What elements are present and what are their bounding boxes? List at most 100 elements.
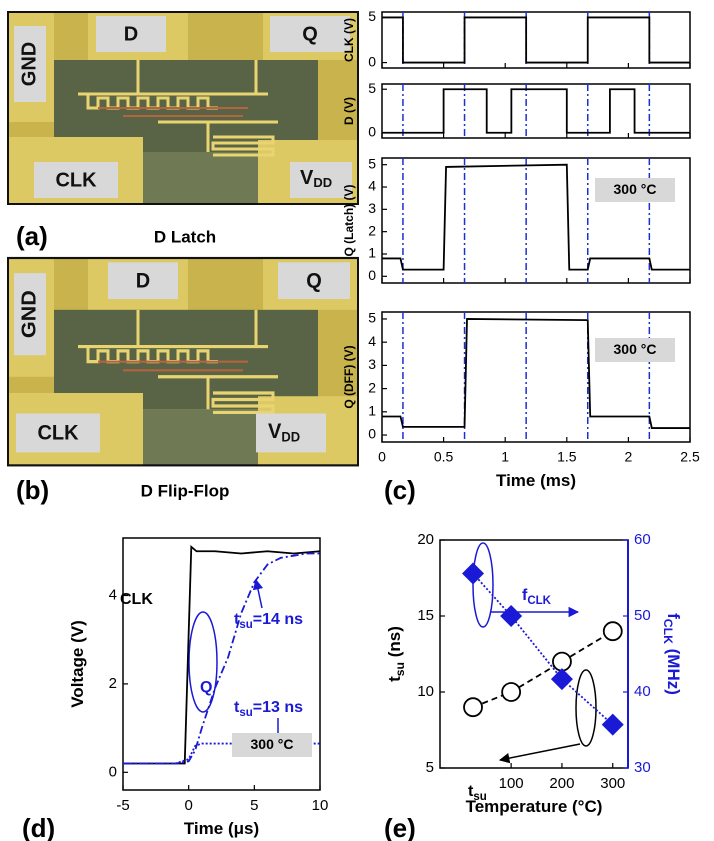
x-tick-label: 100 [499,775,524,792]
x-tick-label: 2.5 [680,449,700,465]
label: Time (ms) [496,471,576,490]
label: Q [200,679,212,696]
pad-label: GND [18,290,40,338]
pad-label: Q [306,269,322,293]
annotation-box [232,733,312,757]
label-sub: su [393,662,407,676]
label-text: f [522,587,528,604]
label-text: Temperature (°C) [466,797,603,816]
series-line [123,552,320,765]
plot-frame [381,311,691,443]
plot-frame [122,537,321,791]
y-tick-label: 4 [109,586,117,603]
marker [462,562,485,585]
plot-frame [381,11,691,69]
caption: D Latch [154,227,216,246]
y2-tick-label: 60 [634,531,651,548]
label-text: f [664,613,683,619]
y-tick-label: 5 [368,8,376,24]
label: Q (DFF) (V) [342,345,356,408]
marker [602,621,623,642]
marker [601,713,624,736]
y-tick-label: 0 [368,267,376,283]
marker [552,651,572,672]
x-tick-label: 200 [549,775,574,792]
y-tick-label: 0 [368,426,376,442]
y-tick-label: 0 [368,123,376,139]
y-tick-label: 4 [368,333,376,349]
y-tick-label: 3 [368,356,376,372]
x-tick-label: 300 [600,775,625,792]
y-tick-label: 3 [368,200,376,216]
label: 300 °C [251,736,294,752]
panel-label: (e) [384,813,416,841]
label-after: =14 ns [253,611,303,628]
x-tick-label: 0 [378,449,386,465]
pad-label: CLK [37,421,78,445]
label: D (V) [342,97,356,125]
panel-label: (a) [16,221,48,251]
label-sub: su [239,619,252,631]
label-sub: CLK [527,595,551,607]
y-tick-label: 5 [426,759,434,776]
label-sub: CLK [661,619,675,644]
series-line [123,742,320,765]
pad-label-sub: DD [281,429,300,445]
plot-frame [381,157,691,284]
pad-label-sub: DD [313,175,332,190]
label-text: CLK [120,591,153,608]
series-line [382,318,690,429]
y-tick-label: 5 [368,310,376,326]
y2-tick-label: 30 [634,759,651,776]
label-sub: su [239,707,252,719]
label: CLK (V) [342,18,356,62]
x-tick-label: 1 [501,449,509,465]
marker [501,682,522,702]
label: tsu [468,783,487,803]
panel-label: (b) [16,475,49,505]
marker [500,605,523,627]
pad-label: Q [302,23,318,45]
label-text: 300 °C [251,736,294,752]
series-line [123,544,321,765]
pad-label: D [136,269,150,293]
label: CLK [120,591,153,608]
annotation-box [595,338,675,362]
label-text: 300 °C [614,341,657,357]
series-line [382,16,690,64]
label-text: Time (ms) [496,471,576,490]
pad-label: V [300,167,314,189]
label: fCLK [522,587,552,607]
label: tsu (ns) [385,626,407,682]
callouts [188,542,597,764]
x-tick-label: -5 [116,797,129,814]
y-tick-label: 5 [368,80,376,96]
label-text: Q (Latch) (V) [342,185,356,257]
y-tick-label: 5 [368,155,376,171]
label: tsu=14 ns [234,611,303,631]
series-line [382,163,690,271]
y2-tick-label: 40 [634,683,651,700]
label-text: t [385,676,404,682]
label: 300 °C [614,181,657,197]
x-tick-label: 0.5 [434,449,454,465]
y-tick-label: 0 [368,53,376,69]
label-text: Voltage (V) [68,620,87,708]
series-line [382,88,690,134]
label-text: 300 °C [614,181,657,197]
x-tick-label: 5 [250,797,258,814]
x-tick-label: 1.5 [557,449,577,465]
label-after: (MHz) [664,644,683,695]
label-text: Q [200,679,212,696]
pad-label: CLK [55,169,97,191]
label: fCLK (MHz) [661,613,683,695]
label-text: t [234,699,240,716]
x-tick-label: 0 [184,797,192,814]
label-after: (ns) [385,626,404,662]
label-text: t [234,611,240,628]
pad-label: D [124,23,138,45]
pad-label: VDD [300,167,332,190]
label: Q (Latch) (V) [342,185,356,257]
y-tick-label: 1 [368,403,376,419]
